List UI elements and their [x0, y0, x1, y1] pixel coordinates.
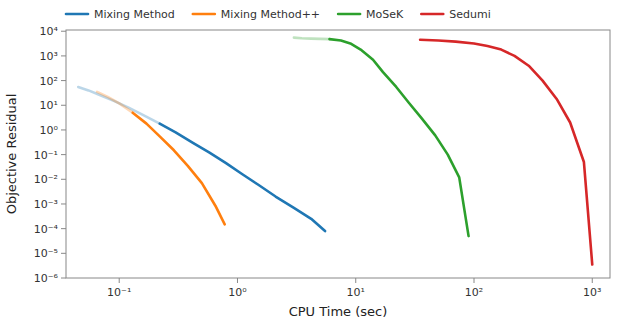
series-line	[133, 113, 225, 225]
lines	[78, 38, 592, 265]
series-line	[330, 39, 469, 236]
legend-item: Mixing Method	[66, 8, 175, 21]
legend: Mixing Method Mixing Method++ MoSeK Sedumi	[66, 8, 491, 21]
x-tick-label: 10⁰	[228, 286, 247, 299]
series-line	[160, 124, 325, 231]
y-tick-label: 10³	[40, 50, 58, 63]
faded-series-line	[294, 38, 330, 39]
legend-item: MoSeK	[338, 8, 404, 21]
y-tick-label: 10⁰	[40, 124, 59, 137]
faded-series-line	[78, 87, 160, 124]
legend-swatch	[193, 13, 215, 16]
y-tick-label: 10⁻³	[34, 198, 58, 211]
faded-series-line	[97, 92, 133, 113]
chart: 10⁻¹ 10⁰ 10¹ 10² 10³ 10⁻⁶ 10⁻⁵ 10⁻⁴ 10⁻³ 10⁻² 10⁻¹…	[0, 0, 626, 324]
x-tick-label: 10¹	[347, 286, 365, 299]
y-tick	[61, 203, 66, 204]
x-tick	[237, 278, 238, 283]
y-tick-label: 10⁻¹	[34, 149, 58, 162]
legend-item: Sedumi	[421, 8, 490, 21]
y-tick-label: 10⁻²	[34, 173, 58, 186]
plot-frame	[66, 30, 610, 278]
y-tick	[61, 154, 66, 155]
y-tick-label: 10⁻⁶	[34, 272, 59, 285]
legend-swatch	[421, 13, 443, 16]
x-tick-label: 10²	[465, 286, 483, 299]
legend-label: Mixing Method	[94, 8, 175, 21]
x-tick	[355, 278, 356, 283]
y-tick	[61, 278, 66, 279]
y-tick-label: 10⁴	[40, 25, 59, 38]
legend-swatch	[66, 13, 88, 16]
y-tick	[61, 228, 66, 229]
series-line	[420, 40, 592, 265]
legend-swatch	[338, 13, 360, 16]
y-tick-label: 10⁻⁵	[34, 247, 58, 260]
legend-label: Mixing Method++	[221, 8, 320, 21]
y-tick-label: 10¹	[40, 99, 58, 112]
y-tick	[61, 179, 66, 180]
y-axis-label: Objective Residual	[4, 94, 19, 215]
x-axis-label: CPU Time (sec)	[289, 304, 388, 319]
legend-item: Mixing Method++	[193, 8, 320, 21]
x-tick-label: 10⁻¹	[107, 286, 131, 299]
y-tick-label: 10⁻⁴	[34, 223, 59, 236]
y-tick	[61, 253, 66, 254]
y-tick	[61, 80, 66, 81]
y-tick	[61, 55, 66, 56]
x-tick	[119, 278, 120, 283]
x-tick	[592, 278, 593, 283]
y-tick	[61, 31, 66, 32]
y-tick	[61, 105, 66, 106]
y-tick-label: 10²	[40, 75, 58, 88]
legend-label: Sedumi	[449, 8, 490, 21]
x-tick-label: 10³	[583, 286, 601, 299]
y-tick	[61, 129, 66, 130]
x-tick	[474, 278, 475, 283]
legend-label: MoSeK	[366, 8, 404, 21]
